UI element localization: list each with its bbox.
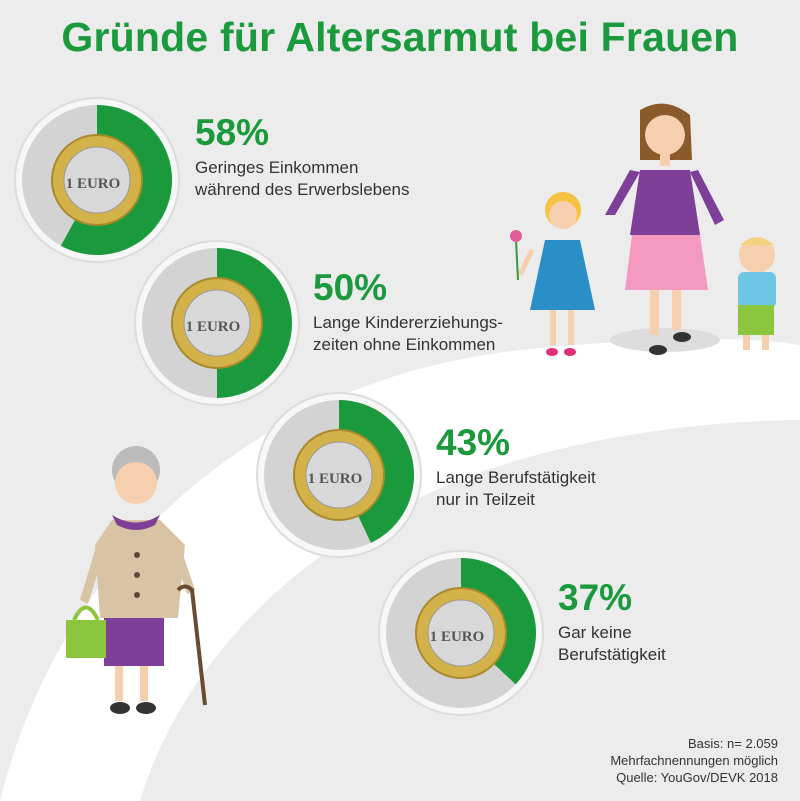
girl-illustration (510, 192, 595, 356)
coin-label: 1 EURO (308, 471, 363, 487)
footer-basis: Basis: n= 2.059 (688, 736, 778, 751)
coin-label: 1 EURO (186, 319, 241, 335)
data-label-pct: 37% (558, 577, 633, 618)
grandmother-illustration (66, 446, 207, 714)
footer-source: Quelle: YouGov/DEVK 2018 (616, 770, 778, 785)
stat-item-3: 43% Lange Berufstätigkeit nur in Teilzeit (436, 423, 596, 511)
label-line: Berufstätigkeit (558, 645, 666, 664)
euro-coin-center (427, 599, 495, 667)
euro-coin-center (63, 146, 131, 214)
label-line: zeiten ohne Einkommen (313, 335, 496, 354)
stat-item-1: 58% Geringes Einkommen während des Erwerb… (195, 113, 410, 201)
label-line: Lange Berufstätigkeit (436, 468, 596, 487)
page-title: Gründe für Altersarmut bei Frauen (61, 14, 739, 60)
label-line: Geringes Einkommen (195, 158, 359, 177)
coin-label: 1 EURO (430, 629, 485, 645)
mother-illustration (605, 103, 724, 355)
stat-item-4: 37% Gar keine Berufstätigkeit (558, 578, 666, 666)
euro-coin-center (305, 441, 373, 509)
footer-notes: Basis: n= 2.059 Mehrfachnennungen möglic… (610, 735, 778, 786)
label-line: während des Erwerbslebens (195, 180, 410, 199)
data-label-pct: 58% (195, 112, 270, 153)
label-line: nur in Teilzeit (436, 490, 535, 509)
boy-illustration (738, 237, 776, 350)
label-line: Lange Kindererziehungs- (313, 313, 503, 332)
data-label-pct: 43% (436, 422, 511, 463)
footer-note: Mehrfachnennungen möglich (610, 753, 778, 768)
stat-item-2: 50% Lange Kindererziehungs-zeiten ohne E… (313, 268, 503, 356)
coin-label: 1 EURO (66, 176, 121, 192)
euro-coin-center (183, 289, 251, 357)
data-label-pct: 50% (313, 267, 388, 308)
label-line: Gar keine (558, 623, 632, 642)
